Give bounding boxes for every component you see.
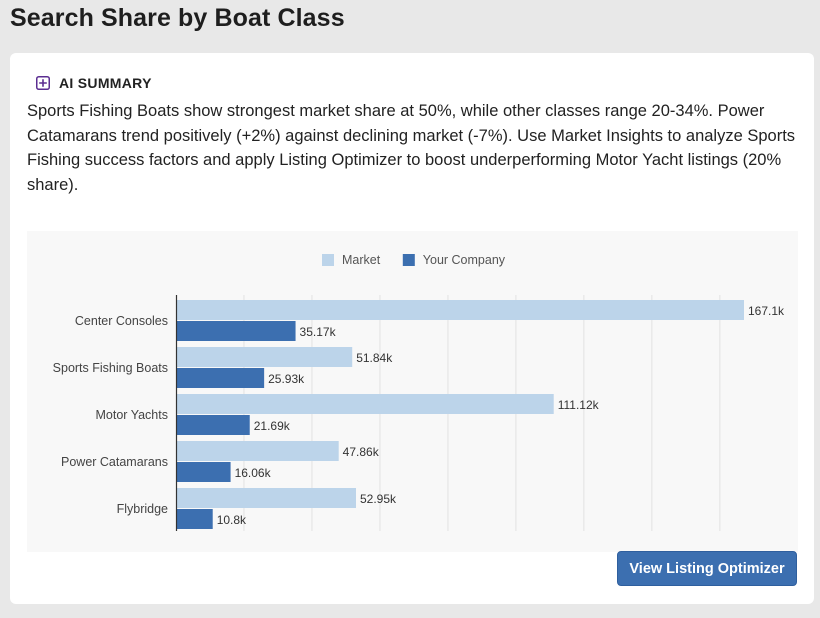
bar-your-company (176, 321, 296, 341)
bar-market (176, 394, 554, 414)
data-label: 51.84k (356, 351, 393, 365)
category-label: Power Catamarans (61, 455, 168, 469)
category-label: Motor Yachts (96, 408, 169, 422)
data-label: 167.1k (748, 304, 785, 318)
legend-label: Market (342, 253, 381, 267)
data-label: 25.93k (268, 372, 305, 386)
page-title: Search Share by Boat Class (10, 4, 345, 32)
ai-sparkle-icon (36, 76, 50, 90)
data-label: 16.06k (235, 466, 272, 480)
bar-market (176, 347, 353, 367)
category-label: Flybridge (117, 502, 168, 516)
view-listing-optimizer-button[interactable]: View Listing Optimizer (617, 551, 797, 586)
bar-your-company (176, 415, 250, 435)
category-label: Sports Fishing Boats (53, 361, 168, 375)
data-label: 10.8k (217, 513, 247, 527)
data-label: 111.12k (558, 398, 600, 412)
bar-your-company (176, 462, 231, 482)
legend-swatch-your-company (402, 254, 415, 266)
legend-label: Your Company (423, 253, 506, 267)
boat-class-chart: Market Your Company Center Consoles 167.1k 3… (27, 231, 798, 552)
ai-summary-text: Sports Fishing Boats show strongest mark… (27, 102, 796, 194)
data-label: 35.17k (300, 325, 337, 339)
data-label: 52.95k (360, 492, 397, 506)
category-label: Center Consoles (75, 314, 168, 328)
summary-card: AI SUMMARY Sports Fishing Boats show str… (10, 53, 814, 604)
ai-summary-label: AI SUMMARY (59, 75, 152, 91)
data-label: 21.69k (254, 419, 291, 433)
ai-summary-header: AI SUMMARY (36, 75, 152, 91)
data-label: 47.86k (343, 445, 380, 459)
bar-market (176, 441, 339, 461)
bar-your-company (176, 509, 213, 529)
bar-chart: Market Your Company Center Consoles 167.1k 3… (53, 253, 785, 531)
legend-swatch-market (322, 254, 334, 266)
bar-market (176, 488, 356, 508)
bar-your-company (176, 368, 265, 388)
bar-market (176, 300, 744, 320)
